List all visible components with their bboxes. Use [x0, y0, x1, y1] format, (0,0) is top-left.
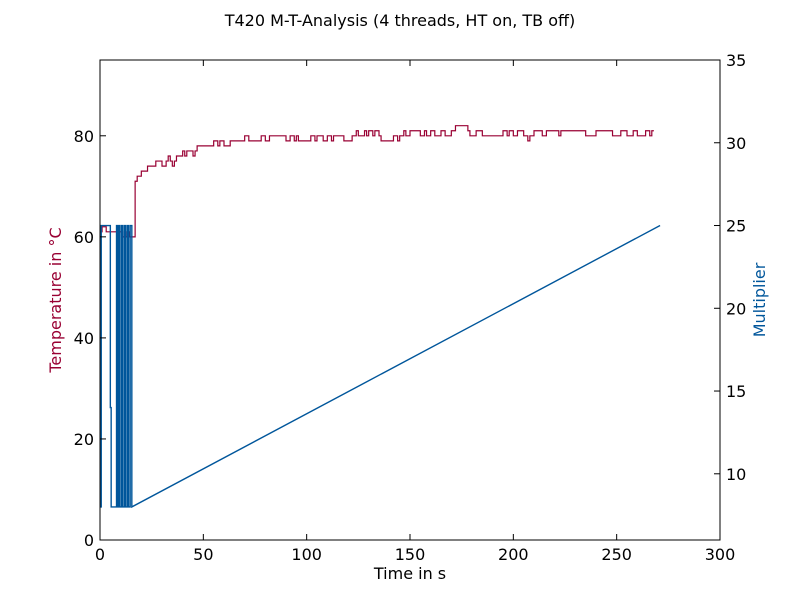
y-left-tick-label: 20	[74, 430, 94, 449]
y-right-tick-label: 25	[726, 217, 746, 236]
y-left-tick-label: 60	[74, 228, 94, 247]
y-left-axis-label: Temperature in °C	[46, 227, 65, 373]
y-right-tick-label: 20	[726, 299, 746, 318]
x-tick-label: 200	[498, 545, 529, 564]
multiplier-series	[100, 224, 661, 509]
x-axis-label: Time in s	[373, 564, 446, 583]
x-tick-label: 150	[395, 545, 426, 564]
y-left-tick-label: 0	[84, 531, 94, 550]
temperature-line	[100, 125, 654, 238]
y-left-tick-label: 40	[74, 329, 94, 348]
y-right-tick-label: 10	[726, 465, 746, 484]
temperature-series	[100, 125, 654, 238]
x-tick-label: 0	[95, 545, 105, 564]
y-left-tick-label: 80	[74, 127, 94, 146]
x-tick-label: 100	[291, 545, 322, 564]
x-tick-label: 250	[601, 545, 632, 564]
y-left-axis-ticks: 0 20 40 60 80	[74, 127, 106, 550]
x-tick-label: 50	[193, 545, 213, 564]
y-right-axis-label: Multiplier	[750, 262, 769, 337]
y-right-tick-label: 15	[726, 382, 746, 401]
y-right-tick-label: 35	[726, 51, 746, 70]
x-axis-ticks: 0 50 100 150 200 250 300	[95, 60, 735, 564]
chart-title: T420 M-T-Analysis (4 threads, HT on, TB …	[224, 11, 576, 30]
y-right-axis-ticks: 10 15 20 25 30 35	[714, 51, 746, 484]
y-right-tick-label: 30	[726, 134, 746, 153]
multiplier-line	[100, 224, 661, 509]
x-tick-label: 300	[705, 545, 736, 564]
